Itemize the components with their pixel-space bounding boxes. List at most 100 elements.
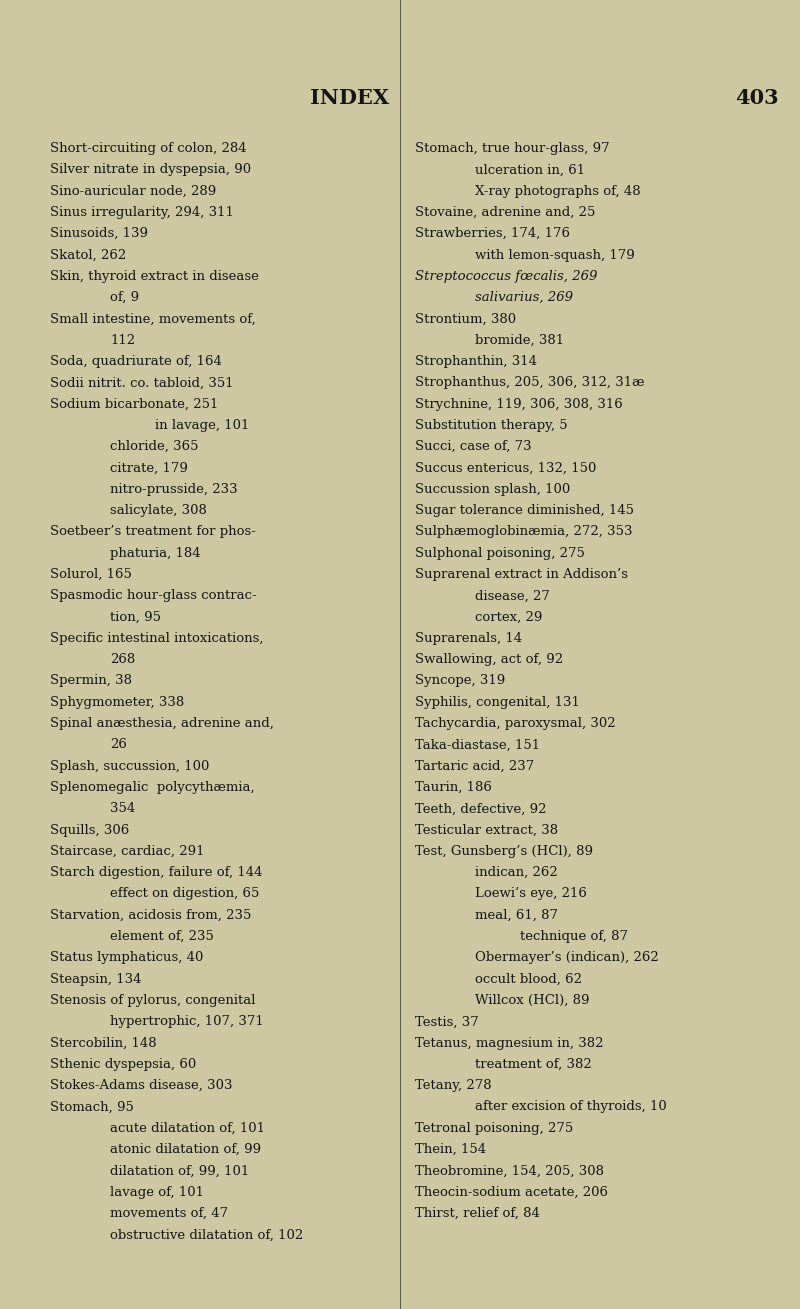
Text: Teeth, defective, 92: Teeth, defective, 92 (415, 802, 546, 816)
Text: after excision of thyroids, 10: after excision of thyroids, 10 (475, 1101, 666, 1114)
Text: Stercobilin, 148: Stercobilin, 148 (50, 1037, 157, 1050)
Text: 26: 26 (110, 738, 127, 751)
Text: Streptococcus fœcalis, 269: Streptococcus fœcalis, 269 (415, 270, 598, 283)
Text: Splash, succussion, 100: Splash, succussion, 100 (50, 759, 210, 772)
Text: Syphilis, congenital, 131: Syphilis, congenital, 131 (415, 696, 580, 708)
Text: Thirst, relief of, 84: Thirst, relief of, 84 (415, 1207, 540, 1220)
Text: Sodii nitrit. co. tabloid, 351: Sodii nitrit. co. tabloid, 351 (50, 376, 234, 389)
Text: Strophanthin, 314: Strophanthin, 314 (415, 355, 537, 368)
Text: Stenosis of pylorus, congenital: Stenosis of pylorus, congenital (50, 994, 255, 1007)
Text: Sino-auricular node, 289: Sino-auricular node, 289 (50, 185, 216, 198)
Text: Test, Gunsberg’s (HCl), 89: Test, Gunsberg’s (HCl), 89 (415, 844, 593, 857)
Text: Spermin, 38: Spermin, 38 (50, 674, 132, 687)
Text: Steapsin, 134: Steapsin, 134 (50, 973, 142, 986)
Text: 268: 268 (110, 653, 135, 666)
Text: Substitution therapy, 5: Substitution therapy, 5 (415, 419, 568, 432)
Text: Squills, 306: Squills, 306 (50, 823, 130, 836)
Text: hypertrophic, 107, 371: hypertrophic, 107, 371 (110, 1016, 264, 1029)
Text: Sugar tolerance diminished, 145: Sugar tolerance diminished, 145 (415, 504, 634, 517)
Text: atonic dilatation of, 99: atonic dilatation of, 99 (110, 1143, 261, 1156)
Text: Sinus irregularity, 294, 311: Sinus irregularity, 294, 311 (50, 206, 234, 219)
Text: Strontium, 380: Strontium, 380 (415, 313, 516, 326)
Text: Sulphonal poisoning, 275: Sulphonal poisoning, 275 (415, 547, 585, 560)
Text: phaturia, 184: phaturia, 184 (110, 547, 201, 560)
Text: Tachycardia, paroxysmal, 302: Tachycardia, paroxysmal, 302 (415, 717, 616, 730)
Text: Taurin, 186: Taurin, 186 (415, 781, 492, 795)
Text: 403: 403 (735, 88, 778, 109)
Text: Succussion splash, 100: Succussion splash, 100 (415, 483, 570, 496)
Text: Starch digestion, failure of, 144: Starch digestion, failure of, 144 (50, 867, 262, 880)
Text: bromide, 381: bromide, 381 (475, 334, 564, 347)
Text: dilatation of, 99, 101: dilatation of, 99, 101 (110, 1165, 250, 1177)
Text: Thein, 154: Thein, 154 (415, 1143, 486, 1156)
Text: of, 9: of, 9 (110, 291, 139, 304)
Text: Spinal anæsthesia, adrenine and,: Spinal anæsthesia, adrenine and, (50, 717, 274, 730)
Text: Suprarenals, 14: Suprarenals, 14 (415, 632, 522, 645)
Text: Sinusoids, 139: Sinusoids, 139 (50, 228, 148, 240)
Text: acute dilatation of, 101: acute dilatation of, 101 (110, 1122, 265, 1135)
Text: obstructive dilatation of, 102: obstructive dilatation of, 102 (110, 1228, 303, 1241)
Text: Stomach, true hour-glass, 97: Stomach, true hour-glass, 97 (415, 141, 610, 154)
Text: nitro-prusside, 233: nitro-prusside, 233 (110, 483, 238, 496)
Text: Small intestine, movements of,: Small intestine, movements of, (50, 313, 256, 326)
Text: tion, 95: tion, 95 (110, 610, 161, 623)
Text: Sulphæmoglobinæmia, 272, 353: Sulphæmoglobinæmia, 272, 353 (415, 525, 633, 538)
Text: Tetanus, magnesium in, 382: Tetanus, magnesium in, 382 (415, 1037, 603, 1050)
Text: Stomach, 95: Stomach, 95 (50, 1101, 134, 1114)
Text: Stokes-Adams disease, 303: Stokes-Adams disease, 303 (50, 1079, 233, 1092)
Text: treatment of, 382: treatment of, 382 (475, 1058, 592, 1071)
Text: Theobromine, 154, 205, 308: Theobromine, 154, 205, 308 (415, 1165, 604, 1177)
Text: Spasmodic hour-glass contrac-: Spasmodic hour-glass contrac- (50, 589, 257, 602)
Text: Status lymphaticus, 40: Status lymphaticus, 40 (50, 952, 203, 965)
Text: Solurol, 165: Solurol, 165 (50, 568, 132, 581)
Text: Sodium bicarbonate, 251: Sodium bicarbonate, 251 (50, 398, 218, 411)
Text: Suprarenal extract in Addison’s: Suprarenal extract in Addison’s (415, 568, 628, 581)
Text: meal, 61, 87: meal, 61, 87 (475, 908, 558, 922)
Text: Tartaric acid, 237: Tartaric acid, 237 (415, 759, 534, 772)
Text: occult blood, 62: occult blood, 62 (475, 973, 582, 986)
Text: Sthenic dyspepsia, 60: Sthenic dyspepsia, 60 (50, 1058, 196, 1071)
Text: Succi, case of, 73: Succi, case of, 73 (415, 440, 532, 453)
Text: 112: 112 (110, 334, 135, 347)
Text: Testis, 37: Testis, 37 (415, 1016, 478, 1029)
Text: in lavage, 101: in lavage, 101 (155, 419, 250, 432)
Text: chloride, 365: chloride, 365 (110, 440, 198, 453)
Text: INDEX: INDEX (310, 88, 390, 109)
Text: disease, 27: disease, 27 (475, 589, 550, 602)
Text: Soda, quadriurate of, 164: Soda, quadriurate of, 164 (50, 355, 222, 368)
Text: Taka-diastase, 151: Taka-diastase, 151 (415, 738, 540, 751)
Text: cortex, 29: cortex, 29 (475, 610, 542, 623)
Text: salivarius, 269: salivarius, 269 (475, 291, 573, 304)
Text: Tetany, 278: Tetany, 278 (415, 1079, 492, 1092)
Text: Strychnine, 119, 306, 308, 316: Strychnine, 119, 306, 308, 316 (415, 398, 622, 411)
Text: Syncope, 319: Syncope, 319 (415, 674, 506, 687)
Text: Stovaine, adrenine and, 25: Stovaine, adrenine and, 25 (415, 206, 595, 219)
Text: Testicular extract, 38: Testicular extract, 38 (415, 823, 558, 836)
Text: Tetronal poisoning, 275: Tetronal poisoning, 275 (415, 1122, 574, 1135)
Text: 354: 354 (110, 802, 135, 816)
Text: Staircase, cardiac, 291: Staircase, cardiac, 291 (50, 844, 205, 857)
Text: Succus entericus, 132, 150: Succus entericus, 132, 150 (415, 462, 596, 474)
Text: salicylate, 308: salicylate, 308 (110, 504, 207, 517)
Text: Sphygmometer, 338: Sphygmometer, 338 (50, 696, 184, 708)
Text: Strophanthus, 205, 306, 312, 31æ: Strophanthus, 205, 306, 312, 31æ (415, 376, 645, 389)
Text: citrate, 179: citrate, 179 (110, 462, 188, 474)
Text: Skin, thyroid extract in disease: Skin, thyroid extract in disease (50, 270, 259, 283)
Text: movements of, 47: movements of, 47 (110, 1207, 228, 1220)
Text: Silver nitrate in dyspepsia, 90: Silver nitrate in dyspepsia, 90 (50, 164, 251, 177)
Text: Skatol, 262: Skatol, 262 (50, 249, 126, 262)
Text: lavage of, 101: lavage of, 101 (110, 1186, 204, 1199)
Text: element of, 235: element of, 235 (110, 931, 214, 942)
Text: Theocin-sodium acetate, 206: Theocin-sodium acetate, 206 (415, 1186, 608, 1199)
Text: Starvation, acidosis from, 235: Starvation, acidosis from, 235 (50, 908, 251, 922)
Text: Swallowing, act of, 92: Swallowing, act of, 92 (415, 653, 563, 666)
Text: Obermayer’s (indican), 262: Obermayer’s (indican), 262 (475, 952, 658, 965)
Text: Willcox (HCl), 89: Willcox (HCl), 89 (475, 994, 590, 1007)
Text: indican, 262: indican, 262 (475, 867, 558, 880)
Text: Splenomegalic  polycythæmia,: Splenomegalic polycythæmia, (50, 781, 254, 795)
Text: Strawberries, 174, 176: Strawberries, 174, 176 (415, 228, 570, 240)
Text: technique of, 87: technique of, 87 (520, 931, 628, 942)
Text: ulceration in, 61: ulceration in, 61 (475, 164, 585, 177)
Text: X-ray photographs of, 48: X-ray photographs of, 48 (475, 185, 641, 198)
Text: effect on digestion, 65: effect on digestion, 65 (110, 888, 259, 901)
